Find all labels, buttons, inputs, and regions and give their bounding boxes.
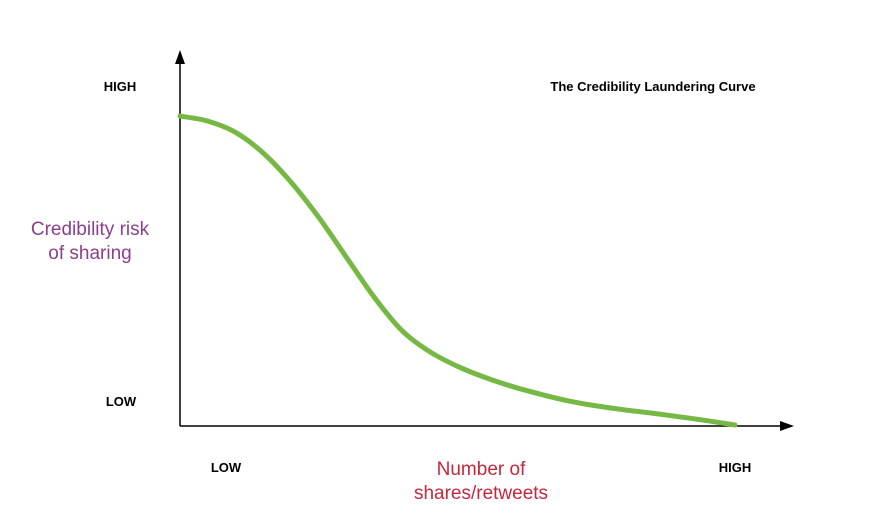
series-line (177, 113, 738, 428)
y-axis-label-line-2: of sharing (48, 243, 131, 264)
y-tick-low: LOW (106, 394, 137, 409)
chart-title: The Credibility Laundering Curve (550, 79, 755, 94)
y-axis-label-line-1: Credibility risk (31, 219, 150, 240)
x-tick-low: LOW (211, 460, 242, 475)
y-axis-arrowhead (175, 50, 185, 64)
y-tick-high: HIGH (104, 79, 137, 94)
x-axis-label-line-2: shares/retweets (414, 483, 548, 504)
x-axis-label-line-1: Number of (437, 459, 526, 480)
x-tick-high: HIGH (719, 460, 752, 475)
x-axis-arrowhead (780, 421, 794, 431)
